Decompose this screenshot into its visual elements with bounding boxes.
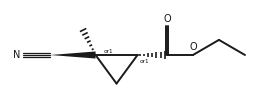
Text: O: O <box>163 14 171 24</box>
Text: O: O <box>189 42 197 52</box>
Text: or1: or1 <box>140 59 150 64</box>
Text: N: N <box>13 50 20 60</box>
Text: or1: or1 <box>104 49 114 54</box>
Polygon shape <box>50 51 96 59</box>
